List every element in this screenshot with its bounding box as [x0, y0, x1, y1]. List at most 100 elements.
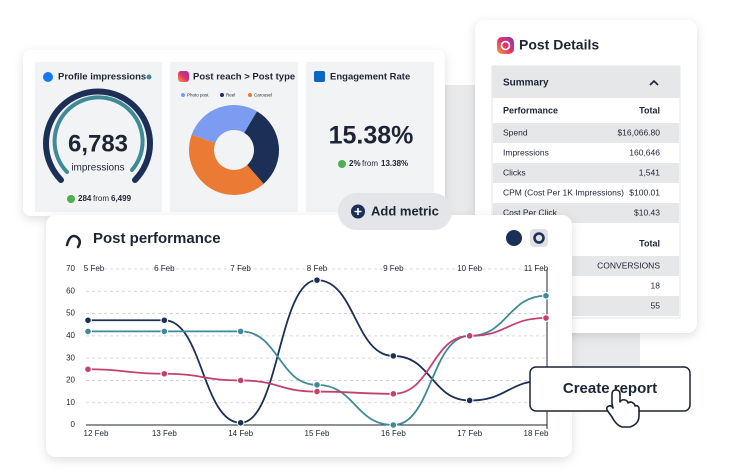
- data-point: [84, 316, 92, 325]
- table-cell: CONVERSIONS: [597, 260, 660, 270]
- legend-swatch: [248, 93, 252, 97]
- card-title: Profile impressions: [58, 72, 146, 83]
- instagram-icon: [178, 71, 189, 82]
- status-dot: [146, 74, 152, 80]
- y-tick-label: 20: [66, 376, 75, 385]
- button-label: Create report: [563, 380, 657, 397]
- legend-swatch: [220, 93, 224, 97]
- x-tick-label: 12 Feb: [84, 429, 109, 438]
- donut-slice: [189, 134, 264, 195]
- x-tick-label: 13 Feb: [152, 429, 177, 438]
- y-tick-label: 60: [66, 286, 75, 295]
- line-chart: 0 10 20 30 40 50 60 70 5 Feb 6 Feb 7 Feb 8 Feb 9 Feb…: [66, 264, 550, 438]
- cursor-hand: [605, 389, 640, 428]
- button-bg: [338, 193, 452, 230]
- collapse-icon[interactable]: [649, 79, 659, 86]
- data-point: [160, 327, 169, 336]
- x-tick-label: 11 Feb: [524, 264, 549, 273]
- chart-title: Post performance: [93, 230, 221, 247]
- table-cell: $16,066.80: [617, 127, 660, 137]
- data-point: [160, 316, 169, 325]
- trend-icon: [67, 195, 75, 203]
- gauge-track: [43, 88, 153, 183]
- settings-button[interactable]: [530, 229, 548, 247]
- y-tick-label: 30: [66, 353, 75, 362]
- data-point: [465, 332, 474, 340]
- data-point: [236, 327, 245, 336]
- data-point: [389, 352, 398, 360]
- data-point: [313, 387, 321, 396]
- card-title: Engagement Rate: [330, 72, 410, 83]
- metric-value: 15.38%: [329, 122, 414, 150]
- gear-icon: [533, 232, 545, 244]
- donut-chart: Photo post Reel Carousel: [181, 93, 279, 195]
- summary-row: [492, 66, 680, 98]
- donut-slice: [191, 104, 258, 144]
- linkedin-icon: [314, 71, 325, 82]
- previous: 13.38%: [381, 159, 408, 168]
- metric-value: 6,783: [68, 130, 128, 157]
- table-cell: $100.01: [629, 187, 660, 197]
- legend-label: Reel: [226, 93, 235, 98]
- legend-label: Photo post: [187, 93, 209, 98]
- data-point: [542, 314, 550, 322]
- x-tick-label: 5 Feb: [84, 264, 105, 273]
- y-tick-label: 40: [66, 331, 75, 340]
- table-cell: 1,541: [639, 167, 661, 177]
- data-point: [542, 291, 550, 300]
- table-cell: 55: [651, 300, 661, 310]
- x-tick-label: 17 Feb: [457, 429, 482, 438]
- previous: 6,499: [111, 194, 132, 203]
- x-tick-label: 10 Feb: [457, 264, 482, 273]
- data-point: [465, 396, 474, 405]
- data-point: [389, 421, 398, 429]
- metric-cards: Profile impressions 6,783 impressions 28…: [23, 50, 445, 216]
- from-text: from: [93, 194, 109, 203]
- create-report-button[interactable]: Create report: [529, 366, 691, 428]
- data-point: [313, 381, 321, 389]
- table-divider: [493, 228, 679, 232]
- legend-swatch: [181, 93, 185, 97]
- table-row-bg: [493, 123, 679, 143]
- table-header: Total: [639, 105, 660, 115]
- table-header: Total: [639, 238, 660, 248]
- data-point: [236, 376, 245, 385]
- plus-sign: [354, 208, 362, 215]
- from-text: from: [362, 159, 378, 168]
- x-tick-label: 9 Feb: [383, 264, 404, 273]
- table-cell: $10.43: [634, 207, 660, 217]
- y-tick-label: 70: [66, 264, 75, 273]
- table-cell: 18: [651, 280, 661, 290]
- add-metric-button[interactable]: Add metric: [338, 193, 452, 230]
- data-point: [160, 369, 169, 378]
- post-performance-card: Post performance 0 10 20 30 40 50 60 70 5 Feb 6 F…: [46, 215, 572, 457]
- details-title: Post Details: [519, 37, 599, 53]
- help-button[interactable]: [506, 230, 522, 246]
- data-point: [84, 365, 92, 374]
- x-tick-label: 16 Feb: [381, 429, 406, 438]
- x-tick-label: 7 Feb: [230, 264, 251, 273]
- table-cell: Clicks: [503, 167, 526, 177]
- data-point: [236, 418, 245, 427]
- series-line: [87, 279, 547, 424]
- icon-detail: [500, 40, 511, 51]
- table-cell: 160,646: [629, 147, 660, 157]
- instagram-icon: [497, 37, 514, 54]
- table-header: Performance: [503, 105, 558, 115]
- table-cell: Spend: [503, 127, 528, 137]
- facebook-icon: [43, 72, 53, 82]
- x-tick-label: 15 Feb: [305, 429, 330, 438]
- data-point: [389, 390, 398, 398]
- table-row-bg: [493, 163, 679, 183]
- card-title: Post reach > Post type: [193, 72, 295, 83]
- x-tick-label: 8 Feb: [307, 264, 328, 273]
- panel: [306, 62, 434, 212]
- table-cell: CPM (Cost Per 1K Impressions): [503, 187, 624, 197]
- legend-label: Carousel: [254, 93, 272, 98]
- table-cell: Impressions: [503, 147, 549, 157]
- x-tick-label: 18 Feb: [524, 429, 549, 438]
- y-tick-label: 10: [66, 398, 75, 407]
- x-tick-label: 14 Feb: [228, 429, 253, 438]
